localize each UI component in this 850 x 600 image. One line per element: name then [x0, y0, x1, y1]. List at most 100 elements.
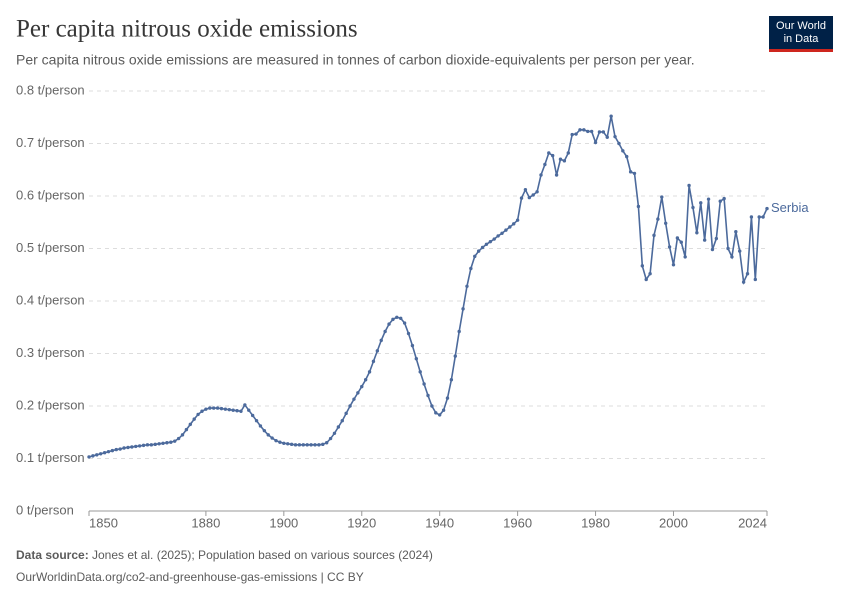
- point: [95, 453, 99, 457]
- point: [550, 153, 555, 158]
- point: [597, 130, 602, 134]
- point: [586, 129, 590, 134]
- point: [130, 445, 134, 449]
- point: [504, 228, 508, 232]
- point: [336, 425, 341, 429]
- x-tick-label: 1960: [503, 515, 532, 530]
- y-tick-label: 0.4 t/person: [16, 292, 85, 307]
- point: [215, 406, 220, 410]
- point: [609, 114, 613, 118]
- y-tick-label: 0.5 t/person: [16, 240, 85, 255]
- point: [765, 206, 769, 211]
- point: [192, 417, 196, 421]
- point: [165, 441, 169, 445]
- point: [247, 408, 251, 412]
- point: [726, 246, 730, 251]
- footer[interactable]: OurWorldinData.org/co2-and-greenhouse-ga…: [16, 570, 364, 584]
- point: [332, 431, 337, 435]
- x-tick-label: 1940: [425, 515, 454, 530]
- x-tick-label: 1880: [191, 515, 220, 530]
- point: [667, 245, 672, 249]
- point: [98, 452, 103, 456]
- point: [352, 397, 356, 401]
- point: [141, 443, 146, 448]
- point: [695, 231, 699, 235]
- point: [434, 411, 438, 415]
- point: [617, 141, 621, 146]
- chart-subtitle: Per capita nitrous oxide emissions are m…: [16, 52, 695, 68]
- point: [730, 255, 734, 259]
- point: [558, 157, 563, 161]
- point: [441, 408, 446, 412]
- point: [473, 254, 477, 259]
- point: [395, 315, 399, 319]
- point: [543, 162, 547, 167]
- x-tick-label: 1920: [347, 515, 376, 530]
- point: [710, 247, 715, 252]
- point: [301, 443, 306, 447]
- point: [227, 407, 231, 412]
- point: [675, 236, 680, 240]
- point: [562, 159, 567, 163]
- point: [289, 442, 294, 447]
- point: [691, 205, 695, 210]
- point: [734, 230, 738, 234]
- point: [679, 240, 683, 244]
- point: [87, 455, 91, 459]
- point: [348, 404, 352, 408]
- point: [445, 396, 450, 400]
- point: [406, 331, 411, 336]
- point: [309, 443, 313, 447]
- source: Jones et al. (2025); Population based on…: [92, 548, 433, 562]
- y-tick-label: 0.8 t/person: [16, 82, 85, 97]
- point: [652, 233, 656, 238]
- point: [605, 135, 609, 139]
- logo[interactable]: Our World in Data: [769, 16, 833, 52]
- point: [391, 317, 395, 322]
- point: [414, 357, 419, 361]
- point: [527, 195, 532, 200]
- point: [258, 424, 263, 428]
- point: [134, 444, 138, 449]
- point: [204, 407, 208, 411]
- point: [628, 170, 633, 174]
- point: [453, 354, 457, 358]
- point: [644, 277, 648, 282]
- point: [176, 436, 181, 441]
- point: [169, 440, 173, 444]
- point: [149, 443, 154, 447]
- point: [699, 201, 703, 205]
- point: [153, 442, 157, 447]
- point: [488, 239, 493, 244]
- point: [753, 277, 758, 282]
- logo-stripe: [769, 49, 833, 52]
- point: [180, 433, 185, 437]
- logo-box: [769, 16, 833, 50]
- point: [188, 422, 193, 427]
- point: [512, 222, 516, 226]
- x-tick-label: 2000: [659, 515, 688, 530]
- point: [266, 433, 270, 437]
- point: [231, 408, 235, 412]
- point: [515, 218, 520, 222]
- point: [173, 439, 177, 443]
- point: [313, 443, 317, 447]
- point: [340, 419, 344, 423]
- point: [375, 349, 380, 353]
- point: [235, 409, 239, 413]
- x-tick-label: 1850: [89, 515, 118, 530]
- y-tick-label: 0.1 t/person: [16, 450, 85, 465]
- x-tick-label: 1980: [581, 515, 610, 530]
- point: [102, 451, 107, 455]
- point: [270, 436, 274, 440]
- point: [278, 440, 282, 444]
- point: [211, 406, 216, 410]
- point: [114, 447, 118, 452]
- point: [578, 128, 582, 132]
- y-tick-label: 0.7 t/person: [16, 135, 85, 150]
- point: [137, 444, 142, 448]
- point: [465, 284, 469, 288]
- point: [508, 225, 512, 229]
- y-tick-label: 0.3 t/person: [16, 345, 85, 360]
